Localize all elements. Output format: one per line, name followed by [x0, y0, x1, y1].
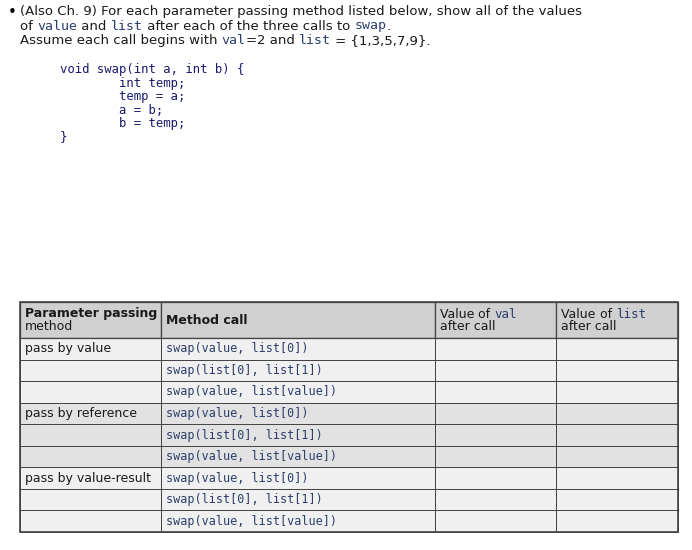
Bar: [20, 360, 161, 381]
Text: Parameter passing: Parameter passing: [25, 307, 157, 321]
Text: swap(value, list[value]): swap(value, list[value]): [167, 450, 338, 463]
Bar: [20, 468, 161, 489]
Bar: [161, 510, 435, 532]
Text: a = b;: a = b;: [60, 103, 163, 117]
Bar: [20, 302, 161, 338]
Text: of: of: [20, 19, 37, 32]
Bar: [435, 338, 556, 360]
Bar: [435, 446, 556, 467]
Bar: [161, 489, 435, 510]
Bar: [435, 381, 556, 403]
Text: swap(value, list[0]): swap(value, list[0]): [167, 342, 309, 355]
Bar: [556, 403, 678, 424]
Bar: [556, 338, 678, 360]
Text: list: list: [111, 19, 143, 32]
Text: and: and: [77, 19, 111, 32]
Text: •: •: [8, 5, 17, 20]
Text: swap(value, list[0]): swap(value, list[0]): [167, 471, 309, 485]
Bar: [20, 338, 161, 360]
Text: swap(value, list[value]): swap(value, list[value]): [167, 515, 338, 527]
Bar: [556, 468, 678, 489]
Text: int temp;: int temp;: [60, 76, 185, 90]
Bar: [20, 510, 161, 532]
Text: swap(list[0], list[1]): swap(list[0], list[1]): [167, 364, 323, 377]
Bar: [435, 403, 556, 424]
Bar: [435, 302, 556, 338]
Text: of: of: [478, 307, 494, 321]
Bar: [556, 360, 678, 381]
Text: list: list: [616, 307, 646, 321]
Text: pass by reference: pass by reference: [25, 407, 137, 420]
Bar: [161, 360, 435, 381]
Bar: [435, 510, 556, 532]
Text: (Also Ch. 9) For each parameter passing method listed below, show all of the val: (Also Ch. 9) For each parameter passing …: [20, 5, 582, 18]
Text: Value: Value: [561, 307, 600, 321]
Text: after call: after call: [439, 320, 495, 333]
Bar: [556, 302, 678, 338]
Text: after each of the three calls to: after each of the three calls to: [143, 19, 354, 32]
Bar: [435, 489, 556, 510]
Text: method: method: [25, 320, 73, 333]
Bar: [20, 302, 678, 532]
Text: Method call: Method call: [167, 314, 248, 327]
Text: = {1,3,5,7,9}.: = {1,3,5,7,9}.: [331, 34, 430, 47]
Text: swap(list[0], list[1]): swap(list[0], list[1]): [167, 493, 323, 506]
Text: swap(value, list[value]): swap(value, list[value]): [167, 386, 338, 398]
Bar: [556, 446, 678, 467]
Bar: [161, 381, 435, 403]
Bar: [161, 468, 435, 489]
Bar: [161, 446, 435, 467]
Bar: [435, 468, 556, 489]
Bar: [161, 403, 435, 424]
Text: b = temp;: b = temp;: [60, 117, 185, 130]
Text: swap(list[0], list[1]): swap(list[0], list[1]): [167, 428, 323, 442]
Text: val: val: [494, 307, 516, 321]
Bar: [20, 424, 161, 446]
Bar: [20, 403, 161, 424]
Text: val: val: [221, 34, 246, 47]
Text: pass by value: pass by value: [25, 342, 111, 355]
Bar: [20, 489, 161, 510]
Bar: [20, 381, 161, 403]
Bar: [556, 424, 678, 446]
Text: of: of: [600, 307, 616, 321]
Text: Assume each call begins with: Assume each call begins with: [20, 34, 221, 47]
Bar: [161, 302, 435, 338]
Text: =2 and: =2 and: [246, 34, 299, 47]
Text: list: list: [299, 34, 331, 47]
Text: swap(value, list[0]): swap(value, list[0]): [167, 407, 309, 420]
Bar: [435, 424, 556, 446]
Text: temp = a;: temp = a;: [60, 90, 185, 103]
Text: }: }: [60, 130, 67, 144]
Bar: [20, 446, 161, 467]
Text: swap: swap: [354, 19, 386, 32]
Bar: [556, 489, 678, 510]
Bar: [556, 510, 678, 532]
Text: value: value: [37, 19, 77, 32]
Text: .: .: [386, 19, 390, 32]
Bar: [161, 338, 435, 360]
Text: void swap(int a, int b) {: void swap(int a, int b) {: [60, 63, 244, 76]
Bar: [556, 381, 678, 403]
Bar: [161, 424, 435, 446]
Bar: [435, 360, 556, 381]
Text: Value: Value: [439, 307, 478, 321]
Text: pass by value-result: pass by value-result: [25, 471, 151, 485]
Text: after call: after call: [561, 320, 617, 333]
